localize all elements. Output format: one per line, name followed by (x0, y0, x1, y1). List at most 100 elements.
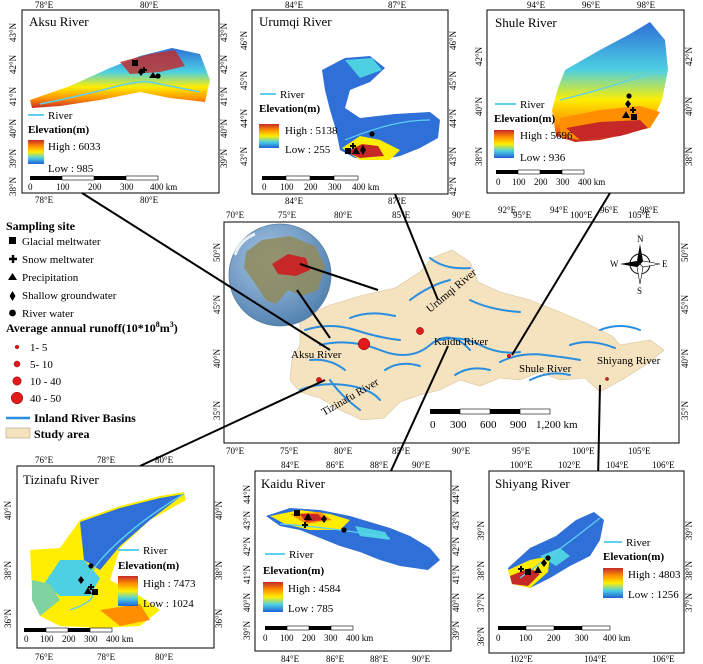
svg-text:39°N: 39°N (684, 520, 694, 540)
svg-text:78°E: 78°E (97, 652, 116, 662)
svg-text:80°E: 80°E (334, 210, 353, 220)
svg-text:36°N: 36°N (214, 608, 224, 628)
svg-text:300: 300 (556, 177, 570, 187)
svg-text:106°E: 106°E (652, 460, 675, 470)
svg-text:102°E: 102°E (558, 460, 581, 470)
svg-text:38°N: 38°N (214, 560, 224, 580)
svg-text:37°N: 37°N (476, 592, 486, 612)
svg-text:39°N: 39°N (219, 148, 229, 168)
main-lat: 50°N 45°N 40°N 35°N 50°N 45°N 40°N 35°N (212, 242, 690, 420)
lat-labels: 44°N 43°N 42°N 41°N 40°N 39°N 44°N 43°N … (242, 484, 461, 640)
sample-sites (622, 93, 637, 120)
legend-sampling-title: Sampling site (6, 219, 76, 233)
svg-text:105°E: 105°E (628, 446, 651, 456)
svg-text:96°E: 96°E (600, 205, 619, 215)
legend-river: River (280, 89, 305, 101)
river-line (69, 493, 185, 611)
svg-text:200: 200 (62, 634, 76, 644)
panel-aksu: Aksu River 78°E 80°E 78°E 80°E 43°N 42°N… (8, 0, 229, 205)
legend-elevation: Elevation(m) (263, 565, 324, 577)
svg-text:38°N: 38°N (3, 560, 13, 580)
svg-text:36°N: 36°N (476, 626, 486, 646)
legend-low: Low : 985 (48, 163, 94, 175)
svg-text:N: N (637, 234, 644, 244)
legend-low: Low : 785 (288, 603, 334, 615)
legend-elevation: Elevation(m) (118, 560, 179, 572)
svg-text:42°N: 42°N (684, 46, 694, 66)
scale-bar: 0 100 200 300 400 km (496, 169, 605, 187)
legend-river: River (626, 537, 651, 549)
svg-text:95°E: 95°E (512, 446, 531, 456)
svg-text:E: E (662, 259, 668, 269)
panel-title: Kaidu River (261, 476, 326, 491)
river-line (279, 523, 391, 539)
svg-text:40°N: 40°N (8, 118, 18, 138)
svg-text:78°E: 78°E (97, 455, 116, 465)
panel-tizinafu: Tizinafu River 76°E 78°E 80°E 76°E 78°E … (3, 455, 224, 662)
svg-text:80°E: 80°E (155, 652, 174, 662)
svg-text:400 km: 400 km (346, 633, 373, 643)
svg-text:88°E: 88°E (370, 460, 389, 470)
svg-text:88°E: 88°E (370, 654, 389, 664)
svg-text:300: 300 (450, 419, 467, 431)
svg-text:Study area: Study area (34, 427, 89, 441)
svg-text:87°E: 87°E (388, 0, 407, 10)
svg-text:42°N: 42°N (219, 54, 229, 74)
runoff-points (316, 327, 609, 383)
legend-elevation: Elevation(m) (603, 551, 664, 563)
svg-text:39°N: 39°N (451, 620, 461, 640)
svg-text:40°N: 40°N (214, 500, 224, 520)
main-lon-top: 70°E 75°E 80°E 85°E 90°E 95°E 100°E 105°… (226, 210, 651, 220)
legend-high: High : 4803 (628, 569, 681, 581)
svg-text:46°N: 46°N (448, 30, 458, 50)
svg-text:100: 100 (40, 634, 54, 644)
svg-text:40°N: 40°N (242, 592, 252, 612)
main-map: 70°E 75°E 80°E 85°E 90°E 95°E 100°E 105°… (212, 210, 690, 456)
panel-title: Shule River (495, 15, 557, 30)
panel-shiyang: Shiyang River 100°E 102°E 104°E 106°E 10… (476, 460, 694, 664)
svg-text:1,200 km: 1,200 km (536, 419, 578, 431)
svg-text:River water: River water (22, 308, 74, 320)
svg-text:95°E: 95°E (513, 210, 532, 220)
label-shule-river: Shule River (519, 363, 572, 375)
svg-text:100°E: 100°E (572, 446, 595, 456)
svg-text:90°E: 90°E (452, 446, 471, 456)
svg-text:40 - 50: 40 - 50 (30, 393, 62, 405)
svg-text:84°E: 84°E (281, 460, 300, 470)
river-line (519, 517, 601, 579)
svg-text:46°N: 46°N (239, 30, 249, 50)
svg-text:75°E: 75°E (280, 446, 299, 456)
sample-sites (345, 131, 375, 155)
svg-text:86°E: 86°E (326, 654, 345, 664)
svg-text:43°N: 43°N (219, 22, 229, 42)
svg-text:39°N: 39°N (476, 520, 486, 540)
svg-text:84°E: 84°E (281, 654, 300, 664)
svg-text:Inland River Basins: Inland River Basins (34, 411, 136, 425)
svg-text:400 km: 400 km (352, 182, 379, 192)
lat-labels: 46°N 45°N 44°N 43°N 46°N 45°N 44°N 43°N … (239, 30, 458, 196)
sample-sites (294, 510, 347, 533)
legend-river: River (143, 545, 168, 557)
svg-text:104°E: 104°E (584, 654, 607, 664)
scale-bar: 0 100 200 300 400 km (496, 625, 630, 643)
svg-text:40°N: 40°N (684, 96, 694, 116)
svg-text:0: 0 (262, 182, 267, 192)
svg-text:76°E: 76°E (35, 455, 54, 465)
lon-label: 78°E (35, 195, 54, 205)
svg-text:200: 200 (547, 633, 561, 643)
svg-text:200: 200 (304, 182, 318, 192)
lon-label: 80°E (140, 195, 159, 205)
svg-text:100°E: 100°E (570, 210, 593, 220)
scale-bar: 0 100 200 300 400 km (24, 627, 133, 644)
svg-text:96°E: 96°E (582, 0, 601, 10)
svg-text:50°N: 50°N (212, 242, 222, 262)
panel-urumqi: Urumqi River 84°E 87°E 84°E 87°E 46°N 45… (239, 0, 458, 206)
panel-title: Shiyang River (495, 476, 570, 491)
svg-text:37°N: 37°N (684, 592, 694, 612)
groundwater-icon (9, 291, 16, 301)
legend-elevation: Elevation(m) (259, 103, 320, 115)
legend-low: Low : 936 (520, 152, 566, 164)
legend-low: Low : 1256 (628, 589, 679, 601)
svg-text:106°E: 106°E (652, 654, 675, 664)
svg-text:102°E: 102°E (510, 654, 533, 664)
